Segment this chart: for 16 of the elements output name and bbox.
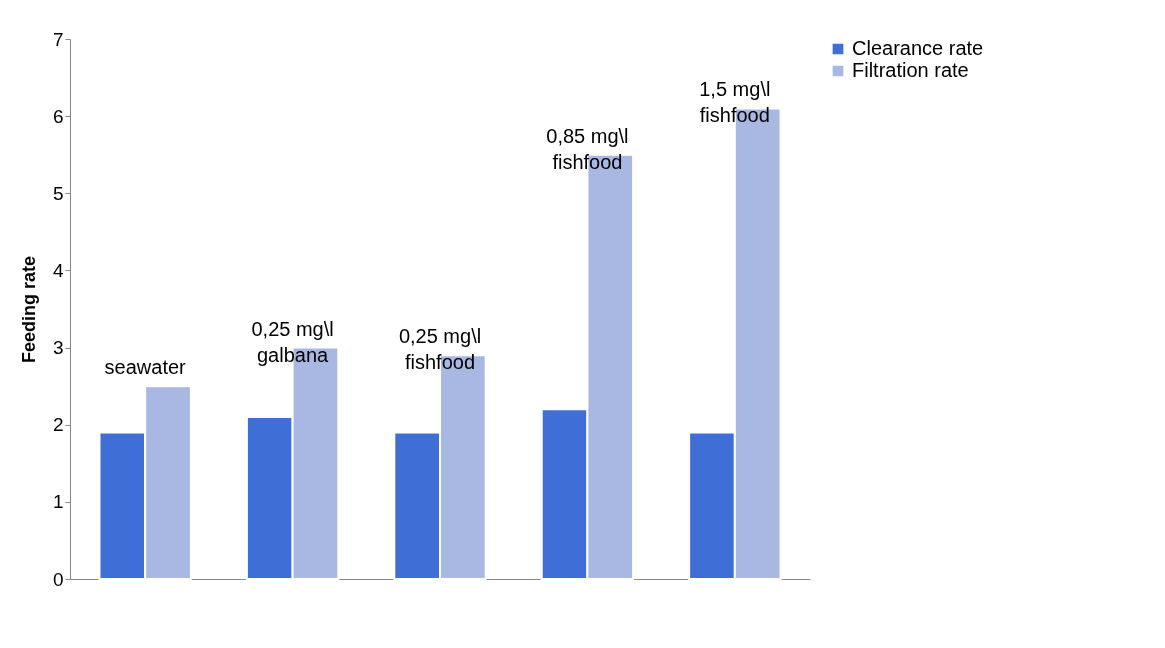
y-tick-label: 2 [52,414,64,436]
x-tick-label: 0,25 mg\l fishfood [398,325,482,374]
y-tick-label: 6 [52,105,64,127]
y-tick-label: 7 [52,28,64,50]
y-tick-label: 5 [52,182,64,204]
y-tick-label: 1 [52,491,64,513]
x-tick-label: seawater [104,356,187,379]
x-tick-label: 0,25 mg\l galbana [251,317,334,366]
y-axis-title: Feeding rate [18,255,39,364]
legend-label: Filtration rate [852,59,969,81]
y-tick-label: 0 [52,568,64,590]
x-tick-label: 1,5 mg\l fishfood [699,78,771,127]
y-tick-label: 4 [52,259,64,281]
y-tick-label: 3 [52,337,64,359]
x-tick-label: 0,85 mg\l fishfood [546,124,629,173]
legend-label: Clearance rate [852,37,984,59]
